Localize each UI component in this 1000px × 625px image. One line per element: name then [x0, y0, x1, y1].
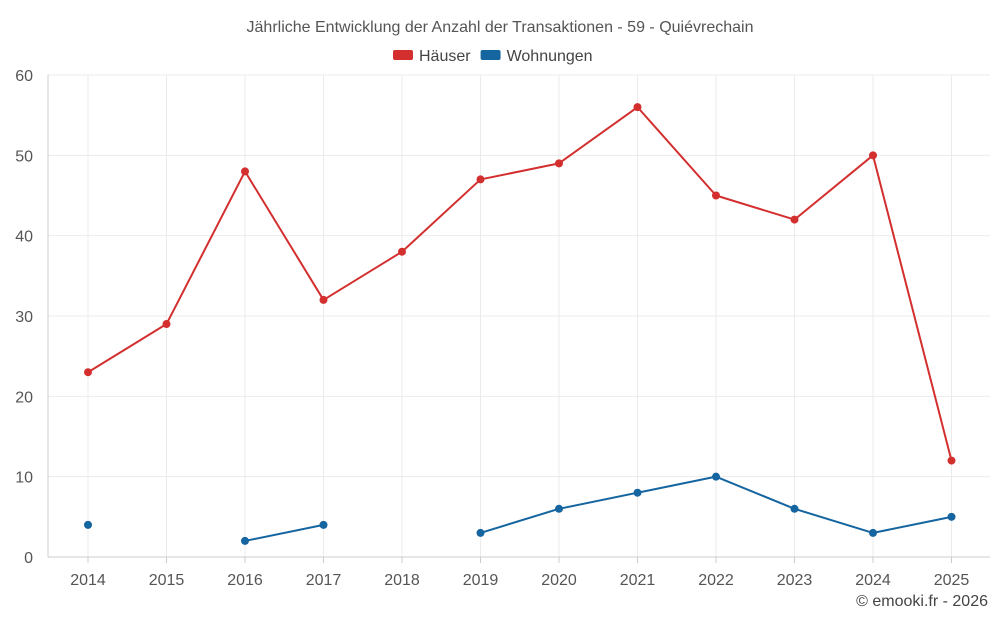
x-tick-label: 2024 [855, 572, 891, 589]
series-wohnungen-point [476, 528, 485, 537]
series-h-user-point [319, 295, 328, 304]
series-wohnungen-point [712, 472, 720, 481]
x-tick-label: 2023 [777, 572, 813, 589]
series-layer [84, 103, 956, 545]
series-h-user-point [712, 191, 720, 200]
series-wohnungen-point [241, 536, 249, 545]
series-h-user-point [555, 159, 563, 168]
y-tick-label: 40 [15, 229, 33, 246]
series-h-user-point [162, 320, 171, 329]
series-h-user-point [398, 247, 406, 256]
y-tick-label: 60 [15, 68, 33, 85]
credit-text: © emooki.fr - 2026 [856, 593, 988, 610]
grid [48, 74, 990, 557]
series-wohnungen-point [84, 520, 92, 529]
x-tick-label: 2025 [934, 572, 970, 589]
y-tick-label: 0 [24, 550, 33, 567]
y-tick-label: 30 [15, 309, 33, 326]
series-wohnungen-point [319, 520, 328, 529]
x-tick-label: 2014 [70, 572, 106, 589]
x-tick-label: 2020 [541, 572, 577, 589]
series-h-user-point [633, 103, 642, 112]
chart-title: Jährliche Entwicklung der Anzahl der Tra… [247, 19, 754, 36]
x-tick-label: 2016 [227, 572, 263, 589]
series-wohnungen-point [555, 504, 563, 513]
x-tick-label: 2015 [149, 572, 185, 589]
series-h-user-line [87, 106, 953, 461]
legend-wohnungen-label: Wohnungen [507, 48, 593, 65]
legend-h-user-swatch [393, 50, 413, 60]
legend-wohnungen-swatch [480, 50, 501, 60]
y-tick-label: 50 [15, 148, 33, 165]
series-h-user-point [84, 368, 92, 377]
series-wohnungen-point [633, 488, 642, 497]
series-h-user-point [241, 167, 249, 176]
x-tick-label: 2022 [698, 572, 734, 589]
series-h-user-point [476, 175, 485, 184]
x-tick-label: 2018 [384, 572, 420, 589]
y-tick-label: 20 [15, 389, 33, 406]
legend-h-user-label: Häuser [419, 48, 471, 65]
series-wohnungen-point [947, 512, 956, 521]
series-h-user-point [869, 151, 877, 160]
y-tick-label: 10 [15, 470, 33, 487]
x-tick-label: 2017 [306, 572, 342, 589]
series-h-user-point [947, 456, 956, 465]
x-tick-label: 2019 [463, 572, 499, 589]
axes: 0 10 20 30 40 50 60 2014 2015 2016 2017 2018 2019 202… [15, 68, 990, 589]
x-tick-label: 2021 [620, 572, 656, 589]
legend: Häuser Wohnungen [393, 48, 593, 65]
series-wohnungen-point [790, 504, 799, 513]
series-wohnungen-line [244, 523, 324, 542]
series-wohnungen-point [869, 528, 877, 537]
series-h-user-point [790, 215, 799, 224]
